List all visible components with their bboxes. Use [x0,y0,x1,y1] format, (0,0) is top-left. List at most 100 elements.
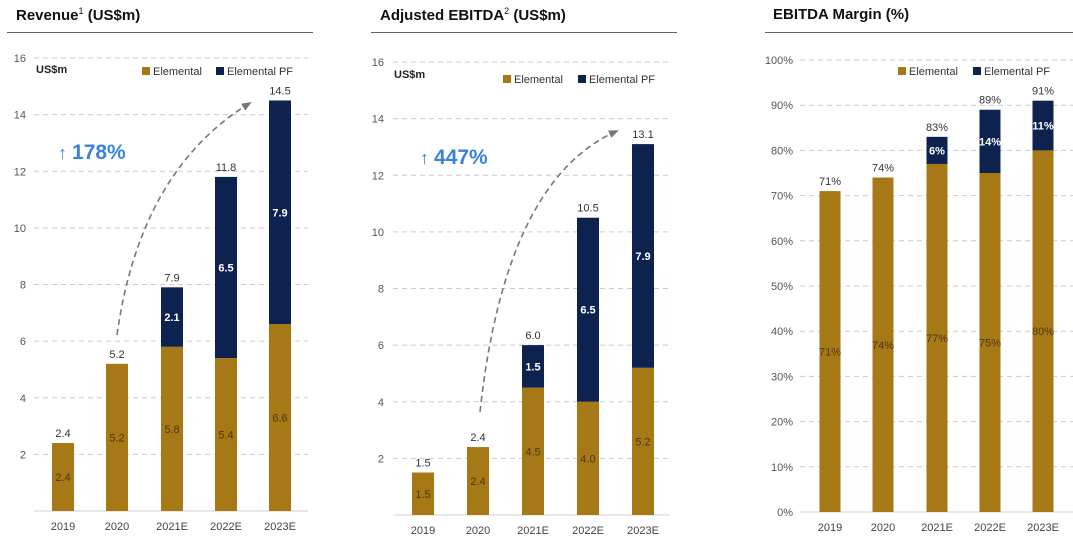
ebitda-x-category-label: 2023E [627,525,659,537]
margin-bar-total-label: 91% [1032,86,1054,98]
revenue-y-tick-label: 16 [14,53,26,65]
margin-y-tick-label: 100% [765,55,793,67]
revenue-y-tick-label: 2 [20,449,26,461]
ebitda-bar-elemental-pf-label: 7.9 [635,251,650,263]
legend-label-elemental: Elemental [909,66,958,78]
revenue-x-category-label: 2022E [210,521,242,533]
revenue-x-category-label: 2021E [156,521,188,533]
revenue-x-category-label: 2019 [51,521,75,533]
legend-swatch-elemental-pf [216,67,224,75]
margin-bar-elemental-label: 74% [872,340,894,352]
margin-bar-elemental-pf-label: 11% [1032,121,1054,133]
ebitda-bar-elemental [632,367,654,515]
revenue-bar-elemental-label: 6.6 [272,413,287,425]
ebitda-y-tick-label: 10 [372,227,384,239]
revenue-growth-arrow [116,101,252,336]
ebitda-unit-label: US$m [394,69,425,81]
margin-bar-elemental-pf [979,109,1001,173]
revenue-bar-elemental-label: 2.4 [55,472,70,484]
ebitda-bar-total-label: 6.0 [525,330,540,342]
ebitda-bar-total-label: 2.4 [470,432,485,444]
margin-bar-elemental-label: 77% [926,333,948,345]
legend-swatch-elemental [898,67,906,75]
margin-bar-total-label: 74% [872,163,894,175]
ebitda-title-suffix: (US$m) [509,7,566,24]
up-arrow-icon: ↑ [420,148,434,168]
revenue-y-tick-label: 10 [14,223,26,235]
ebitda-growth-annotation: ↑ 447% [420,146,488,169]
legend-label-elemental: Elemental [514,74,563,86]
margin-title-rule [765,32,1073,33]
ebitda-x-category-label: 2022E [572,525,604,537]
revenue-title-rule [7,32,313,33]
revenue-bar-elemental-pf [269,100,291,325]
margin-y-tick-label: 40% [771,326,793,338]
revenue-y-tick-label: 4 [20,393,26,405]
ebitda-bar-elemental [577,401,599,515]
ebitda-bar-elemental-pf-label: 1.5 [525,361,540,373]
margin-bar-elemental [872,177,894,512]
margin-chart-title: EBITDA Margin (%) [773,6,909,23]
ebitda-bar-elemental-label: 5.2 [635,436,650,448]
margin-x-category-label: 2021E [921,522,953,534]
margin-x-category-label: 2022E [974,522,1006,534]
revenue-title-text: Revenue [16,7,79,24]
ebitda-bar-total-label: 13.1 [632,129,653,141]
margin-bar-total-label: 83% [926,122,948,134]
ebitda-legend: Elemental Elemental PF [503,74,655,86]
ebitda-x-category-label: 2019 [411,525,435,537]
ebitda-y-tick-label: 6 [378,340,384,352]
margin-y-tick-label: 10% [771,462,793,474]
ebitda-x-category-label: 2020 [466,525,490,537]
ebitda-bar-elemental-pf [577,217,599,402]
ebitda-y-tick-label: 8 [378,284,384,296]
legend-swatch-elemental [503,75,511,83]
ebitda-bar-elemental-pf-label: 6.5 [580,305,595,317]
revenue-bar-elemental-pf [161,287,183,347]
margin-bar-elemental-pf-label: 6% [929,145,945,157]
ebitda-bar-elemental-pf [522,345,544,388]
ebitda-title-text: Adjusted EBITDA [380,7,505,24]
growth-value: 178% [72,141,126,164]
legend-swatch-elemental-pf [973,67,981,75]
revenue-y-tick-label: 14 [14,110,26,122]
revenue-bar-elemental-pf-label: 7.9 [272,207,287,219]
margin-bar-elemental-pf [926,136,948,164]
revenue-y-tick-label: 12 [14,166,26,178]
margin-bar-elemental [926,163,948,512]
margin-y-tick-label: 20% [771,417,793,429]
revenue-bar-elemental [106,363,128,511]
margin-y-tick-label: 50% [771,281,793,293]
margin-y-tick-label: 80% [771,145,793,157]
revenue-chart: 2 4 6 8 10 12 14 16 US$m Elemental Elemental PF 2.4… [14,53,308,533]
margin-y-tick-label: 60% [771,236,793,248]
margin-x-category-label: 2019 [818,522,842,534]
ebitda-title-rule [371,32,677,33]
ebitda-bar-elemental-label: 2.4 [470,476,485,488]
revenue-y-tick-label: 8 [20,280,26,292]
revenue-chart-title: Revenue1 (US$m) [16,6,140,24]
ebitda-y-tick-label: 14 [372,114,384,126]
ebitda-bar-elemental [467,447,489,515]
margin-bar-elemental [1032,150,1054,512]
revenue-x-category-label: 2023E [264,521,296,533]
ebitda-y-tick-label: 12 [372,170,384,182]
ebitda-chart-title: Adjusted EBITDA2 (US$m) [380,6,566,24]
revenue-bar-elemental-pf [215,176,237,359]
ebitda-bar-elemental [522,387,544,515]
revenue-unit-label: US$m [36,64,67,76]
margin-bar-elemental-label: 80% [1032,326,1054,338]
legend-swatch-elemental [142,67,150,75]
legend-label-elemental: Elemental [153,66,202,78]
revenue-growth-annotation: ↑ 178% [58,141,126,164]
ebitda-y-tick-label: 2 [378,453,384,465]
legend-label-elemental-pf: Elemental PF [227,66,293,78]
margin-bar-elemental-pf-label: 14% [979,136,1001,148]
margin-bar-elemental [819,191,841,512]
legend-label-elemental-pf: Elemental PF [984,66,1050,78]
growth-value: 447% [434,146,488,169]
margin-legend: Elemental Elemental PF [898,66,1050,78]
revenue-x-category-label: 2020 [105,521,129,533]
margin-bar-elemental [979,173,1001,512]
